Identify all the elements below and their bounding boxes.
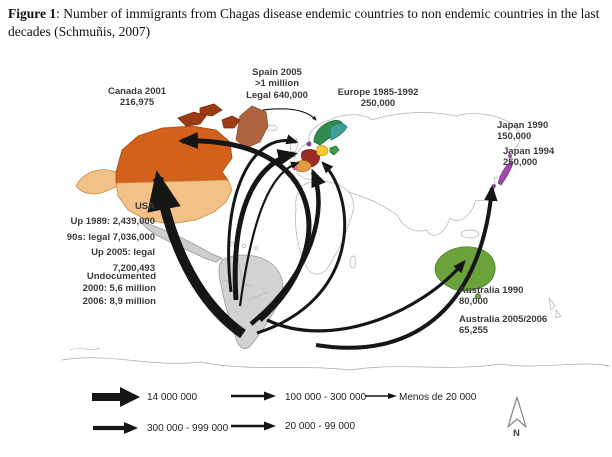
antarctica-coastline bbox=[61, 357, 611, 371]
eurasia-outline bbox=[293, 112, 520, 236]
figure-caption-text: : Number of immigrants from Chagas disea… bbox=[8, 6, 600, 39]
alaska-region bbox=[75, 169, 119, 195]
label-europe: Europe 1985-1992 250,000 bbox=[337, 87, 419, 110]
legend-arrow-300k-999k bbox=[93, 422, 138, 434]
canada-region bbox=[115, 125, 233, 184]
flow-arrows bbox=[147, 108, 498, 350]
tasmania-region bbox=[475, 293, 481, 299]
madagascar-outline bbox=[349, 255, 357, 269]
figure-caption-label: Figure 1 bbox=[8, 6, 57, 21]
japan-region bbox=[497, 161, 513, 186]
label-japan-1994: Japan 1994 250,000 bbox=[503, 146, 555, 169]
flow-arrow-europe-1 bbox=[232, 149, 298, 301]
uk-highlight bbox=[306, 141, 312, 147]
compass-n-label: N bbox=[513, 428, 520, 439]
italy-region bbox=[329, 145, 340, 156]
flow-arrow-australia bbox=[266, 260, 466, 333]
flow-arrow-spain-label bbox=[262, 108, 317, 121]
greenland-region bbox=[235, 105, 269, 149]
label-spain: Spain 2005 >1 million Legal 640,000 bbox=[246, 67, 308, 101]
portugal-region bbox=[292, 165, 298, 171]
legend-arrow-20k-99k bbox=[231, 421, 276, 431]
legend-label-under-20k: Menos de 20 000 bbox=[399, 392, 477, 403]
flow-arrow-usa bbox=[147, 170, 246, 339]
label-canada: Canada 2001 216,975 bbox=[107, 86, 167, 109]
spain-region bbox=[295, 160, 312, 173]
france-region bbox=[316, 145, 329, 157]
legend-arrow-14m bbox=[92, 387, 140, 407]
label-undocumented: Undocumented 2000: 5,6 million 2006: 8,9… bbox=[82, 271, 156, 307]
flow-arrow-europe-3 bbox=[249, 168, 326, 326]
label-japan-1990: Japan 1990 150,000 bbox=[497, 120, 549, 143]
legend-label-20k-99k: 20 000 - 99 000 bbox=[285, 421, 356, 432]
legend-label-100k-300k: 100 000 - 300 000 bbox=[285, 392, 367, 403]
compass-icon bbox=[507, 396, 527, 428]
label-australia-1990: Australia 1990 80,000 bbox=[459, 285, 524, 308]
legend-arrow-100k-300k bbox=[231, 391, 276, 401]
new-guinea-outline bbox=[460, 229, 480, 239]
flow-arrow-europe-4 bbox=[256, 161, 347, 335]
flow-arrow-japan bbox=[315, 184, 498, 350]
label-australia-2005: Australia 2005/2006 65,255 bbox=[459, 314, 548, 337]
legend-arrow-under-20k bbox=[365, 393, 397, 399]
figure-caption: Figure 1: Number of immigrants from Chag… bbox=[8, 5, 606, 40]
new-zealand-outline bbox=[548, 297, 562, 319]
flow-arrow-europe-5 bbox=[238, 161, 300, 307]
legend-label-300k-999k: 300 000 - 999 000 bbox=[147, 423, 229, 434]
flow-arrow-europe-2 bbox=[227, 134, 299, 293]
label-usa: USA Up 1989: 2,439,000 90s: legal 7,036,… bbox=[66, 201, 155, 274]
arctic-islands bbox=[177, 103, 241, 129]
legend-label-14m: 14 000 000 bbox=[147, 392, 198, 403]
iceland-outline bbox=[266, 124, 278, 132]
baltic-region bbox=[329, 122, 348, 141]
